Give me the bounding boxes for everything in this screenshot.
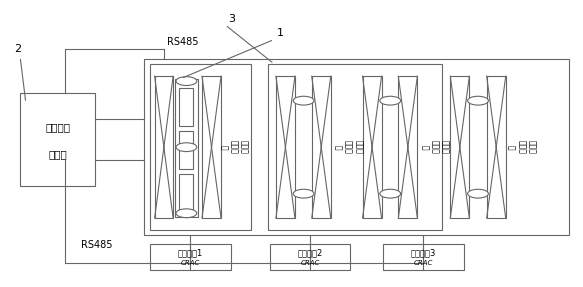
- Text: CRAC: CRAC: [181, 260, 200, 266]
- Bar: [20, 93, 95, 186]
- Bar: [450, 76, 469, 218]
- Text: RS485: RS485: [167, 37, 199, 47]
- Text: 精密空调1: 精密空调1: [178, 248, 203, 257]
- Circle shape: [176, 143, 197, 152]
- Bar: [268, 64, 442, 230]
- Text: 静压智能: 静压智能: [45, 123, 70, 133]
- Circle shape: [293, 96, 314, 105]
- Circle shape: [293, 189, 314, 198]
- Bar: [276, 76, 295, 218]
- Bar: [150, 244, 231, 269]
- Bar: [202, 76, 221, 218]
- Text: 温湿度
传感器
组: 温湿度 传感器 组: [507, 140, 536, 154]
- Text: 1: 1: [277, 28, 284, 38]
- Bar: [150, 64, 251, 230]
- Text: 2: 2: [15, 44, 22, 54]
- Bar: [269, 244, 350, 269]
- Text: CRAC: CRAC: [300, 260, 319, 266]
- Bar: [487, 76, 505, 218]
- Bar: [180, 88, 194, 126]
- Text: 温湿度
传感器
组: 温湿度 传感器 组: [333, 140, 363, 154]
- Text: 控制箱: 控制箱: [48, 150, 67, 160]
- Bar: [312, 76, 331, 218]
- Circle shape: [176, 77, 197, 86]
- Circle shape: [468, 96, 489, 105]
- Text: 3: 3: [228, 13, 235, 24]
- Circle shape: [468, 189, 489, 198]
- Text: 温湿度
传感器
组: 温湿度 传感器 组: [219, 140, 249, 154]
- Bar: [154, 76, 173, 218]
- Circle shape: [176, 209, 197, 218]
- Text: CRAC: CRAC: [413, 260, 433, 266]
- Text: 精密空调3: 精密空调3: [410, 248, 436, 257]
- Circle shape: [380, 189, 401, 198]
- Bar: [180, 131, 194, 169]
- Text: RS485: RS485: [80, 240, 113, 250]
- Text: 温湿度
传感器
组: 温湿度 传感器 组: [420, 140, 449, 154]
- Bar: [382, 244, 463, 269]
- Bar: [175, 79, 198, 217]
- Bar: [363, 76, 382, 218]
- Bar: [398, 76, 417, 218]
- Bar: [180, 174, 194, 212]
- Circle shape: [380, 96, 401, 105]
- Text: 精密空调2: 精密空调2: [297, 248, 322, 257]
- Bar: [144, 59, 568, 235]
